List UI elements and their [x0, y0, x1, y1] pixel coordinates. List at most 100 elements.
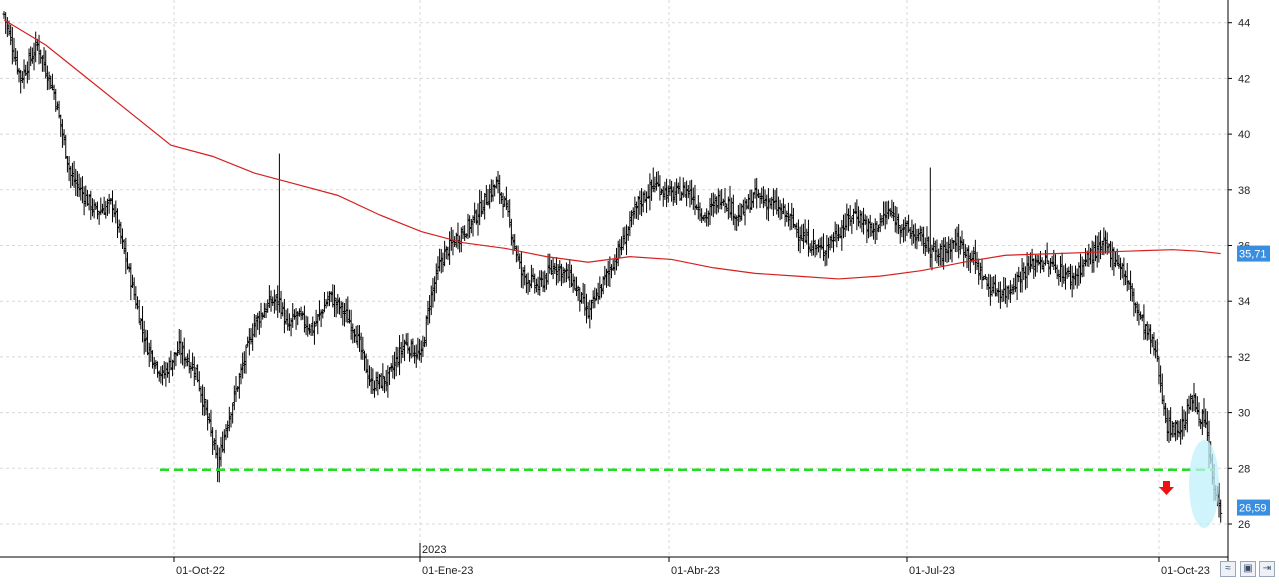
price-bar — [766, 188, 770, 222]
price-bar — [137, 299, 141, 324]
price-bar — [506, 200, 510, 217]
price-bar — [655, 171, 659, 191]
price-bar — [191, 352, 195, 371]
price-bar — [302, 305, 306, 333]
price-bar — [1150, 334, 1154, 348]
price-bar — [151, 350, 155, 369]
price-bar — [531, 267, 535, 283]
price-bar — [825, 234, 829, 266]
price-bar — [117, 219, 121, 233]
price-bar — [322, 291, 326, 313]
price-bar — [840, 219, 844, 251]
price-bar — [898, 225, 902, 244]
price-bar — [905, 220, 909, 236]
price-bar — [860, 211, 864, 233]
price-bar — [319, 309, 323, 328]
price-bar — [1068, 263, 1072, 290]
price-bar — [790, 202, 794, 230]
price-bar — [169, 350, 173, 371]
price-bar — [600, 283, 604, 298]
price-bar — [244, 344, 248, 374]
price-bar — [810, 240, 814, 256]
price-bar — [114, 200, 118, 224]
price-bar — [9, 24, 13, 46]
price-bar — [196, 364, 200, 383]
price-bar — [398, 335, 402, 376]
price-bar — [1012, 277, 1016, 295]
zoom-icon[interactable]: ≈ — [1220, 561, 1236, 577]
price-bar — [115, 208, 119, 239]
price-bar — [179, 329, 183, 364]
price-bar — [902, 219, 906, 243]
price-bar — [955, 226, 959, 253]
price-bar — [1142, 304, 1146, 341]
price-bar — [274, 294, 278, 311]
price-bar — [306, 316, 310, 337]
price-bar — [339, 300, 343, 319]
ma-value-label-bg — [1237, 245, 1270, 262]
price-bar — [326, 291, 330, 307]
price-bar — [226, 420, 230, 438]
x-tick-label: 01-Jul-23 — [909, 565, 955, 577]
expand-icon[interactable]: ⇥ — [1259, 561, 1275, 577]
price-bar — [433, 276, 437, 302]
price-bar — [716, 188, 720, 213]
price-bar — [501, 192, 505, 218]
price-bar — [593, 287, 597, 309]
price-bar — [423, 336, 427, 348]
save-icon[interactable]: ▣ — [1240, 561, 1256, 577]
price-bar — [192, 356, 196, 386]
price-bar — [713, 194, 717, 214]
price-bar — [541, 271, 545, 293]
price-bar — [770, 196, 774, 210]
price-bar — [978, 262, 982, 280]
price-bar — [581, 282, 585, 304]
price-bar — [690, 179, 694, 205]
price-bar — [329, 291, 333, 303]
price-bar — [571, 273, 575, 293]
price-bar — [104, 200, 108, 219]
price-bar — [605, 268, 609, 288]
price-bar — [937, 248, 941, 266]
price-bar — [20, 71, 24, 84]
price-bar — [598, 276, 602, 300]
price-bar — [1032, 258, 1036, 279]
price-bar — [631, 207, 635, 225]
price-bar — [776, 196, 780, 218]
price-bar — [1018, 271, 1022, 293]
price-bar — [993, 274, 997, 297]
price-bar — [356, 325, 360, 348]
price-bar — [842, 214, 846, 239]
price-bar — [698, 202, 702, 222]
price-bar — [281, 302, 285, 317]
price-bar — [379, 373, 383, 389]
price-bar — [221, 431, 225, 453]
price-bar — [1025, 252, 1029, 289]
price-bar — [1122, 257, 1126, 286]
price-bar — [798, 226, 802, 254]
price-bar — [553, 262, 557, 274]
price-bar — [381, 363, 385, 391]
price-bar — [424, 315, 428, 347]
price-bar — [388, 367, 392, 386]
price-bar — [701, 215, 705, 221]
price-bar — [459, 227, 463, 253]
price-bar — [446, 246, 450, 260]
highlight-ellipse — [1189, 440, 1219, 528]
price-bar — [413, 345, 417, 364]
price-bar — [750, 189, 754, 210]
price-bar — [426, 300, 430, 326]
price-bar — [573, 276, 577, 291]
price-bar — [272, 289, 276, 314]
price-bar — [239, 363, 243, 385]
price-bar — [1087, 243, 1091, 267]
moving-average-line — [3, 19, 1221, 280]
price-bar — [441, 252, 445, 273]
price-bar — [29, 46, 33, 67]
price-bar — [378, 374, 382, 390]
price-bar — [237, 372, 241, 399]
price-bar — [855, 199, 859, 231]
price-bar — [284, 309, 288, 325]
price-bar — [246, 336, 250, 347]
